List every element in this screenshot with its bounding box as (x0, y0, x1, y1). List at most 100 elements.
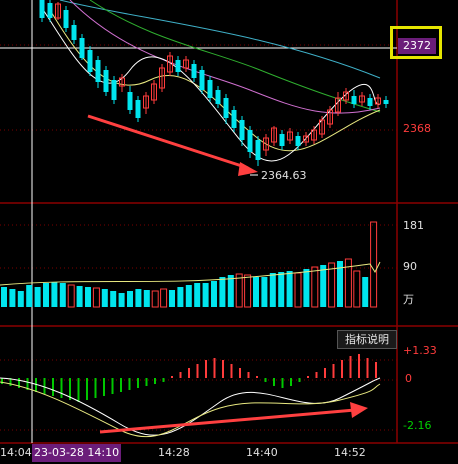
volume-bar-up (235, 273, 243, 308)
candle-body-down (103, 70, 109, 92)
volume-bar-down (303, 269, 310, 307)
candle-body-down (71, 25, 77, 40)
candle-body-up (143, 95, 149, 109)
price-highlight-box (390, 26, 442, 59)
current-price-tag: 2372 (398, 38, 436, 54)
volume-bar-down (269, 273, 276, 307)
volume-bar-up (244, 274, 252, 308)
candle-body-down (95, 60, 101, 82)
volume-bar-up (151, 290, 159, 308)
volume-bar-down (43, 283, 49, 307)
candle-body-down (63, 10, 69, 28)
volume-bar-down (261, 277, 268, 307)
downtrend-arrowhead (238, 162, 258, 176)
candle-body-down (255, 140, 261, 160)
candle-body-down (199, 70, 205, 90)
uptrend-arrow (99, 408, 356, 434)
annotation-arrows (87, 114, 368, 434)
candle-body-down (351, 96, 357, 104)
candle-body-down (127, 92, 133, 110)
volume-bar-down (202, 283, 209, 307)
volume-bar-down (26, 285, 33, 307)
time-label-start: 14:04 (0, 446, 32, 459)
volume-bar-down (17, 291, 24, 307)
candle-body-down (111, 80, 117, 100)
candle-body-up (375, 97, 381, 105)
candle-body-down (279, 134, 285, 146)
time-label-1452: 14:52 (334, 446, 366, 459)
volume-bars[interactable] (0, 221, 381, 308)
volume-bar-down (337, 261, 343, 307)
indicator-help-button[interactable]: 指标说明 (337, 330, 397, 349)
volume-bar-up (328, 262, 336, 308)
candle-body-down (87, 50, 93, 72)
candle-body-up (119, 77, 125, 87)
volume-bar-up (344, 258, 352, 308)
candle-body-up (335, 97, 341, 113)
macd-histogram[interactable] (0, 354, 381, 438)
volume-bar-down (185, 285, 192, 307)
macd-dea-line (0, 381, 381, 438)
candle-body-up (359, 95, 365, 103)
candle-body-up (151, 83, 157, 101)
candle-body-up (287, 131, 293, 141)
volume-bar-down (320, 265, 327, 307)
candle-body-down (175, 60, 181, 72)
volume-bar-down (101, 289, 108, 307)
candle-body-down (247, 130, 253, 152)
uptrend-arrowhead (350, 402, 368, 418)
volume-bar-down (253, 277, 259, 307)
volume-bar-down (286, 271, 293, 307)
macd-dif-line (0, 377, 381, 436)
volume-ma-line (0, 261, 381, 286)
candle-body-down (239, 120, 245, 140)
volume-bar-up (160, 288, 168, 308)
candlesticks[interactable] (39, 0, 389, 166)
candle-body-down (231, 110, 237, 128)
cursor-time-tag: 23-03-28 14:10 (32, 444, 122, 462)
volume-bar-up (353, 270, 361, 308)
volume-bar-down (118, 293, 125, 307)
volume-bar-down (143, 290, 150, 307)
volume-bar-down (211, 281, 217, 307)
volume-bar-down (362, 277, 369, 307)
volume-bar-down (1, 287, 7, 307)
candle-body-down (79, 38, 85, 58)
ma-line-20 (69, 0, 381, 114)
candle-body-up (319, 119, 325, 135)
volume-bar-down (76, 286, 83, 307)
volume-bar-down (278, 272, 285, 307)
volume-bar-down (59, 283, 66, 307)
indicator-min-label: -2.16 (403, 419, 432, 432)
volume-bar-down (9, 289, 16, 307)
candle-body-up (263, 137, 269, 151)
candle-body-down (295, 136, 301, 146)
candle-body-up (311, 129, 317, 141)
volume-max-label: 181 (403, 219, 424, 232)
volume-bar-up (294, 272, 302, 308)
candle-body-down (367, 98, 373, 106)
indicator-max-label: +1.33 (403, 344, 437, 357)
candle-body-up (167, 55, 173, 73)
candle-body-down (135, 100, 141, 118)
volume-bar-down (85, 287, 91, 307)
candle-body-up (343, 91, 349, 101)
downtrend-arrow (87, 114, 249, 170)
volume-bar-down (127, 291, 133, 307)
volume-bar-up (311, 266, 319, 308)
volume-bar-down (177, 287, 184, 307)
candle-body-up (271, 127, 277, 143)
candle-body-up (303, 135, 309, 143)
candle-body-down (383, 100, 389, 104)
volume-bar-down (227, 275, 234, 307)
volume-bar-up (67, 284, 75, 308)
time-label-1428: 14:28 (158, 446, 190, 459)
volume-bar-down (169, 290, 175, 307)
volume-bar-up (92, 287, 100, 308)
candle-body-down (215, 90, 221, 104)
volume-bar-up (370, 221, 378, 308)
volume-mid-label: 90 (403, 260, 417, 273)
candle-body-down (47, 3, 53, 18)
grid-lines (0, 0, 458, 444)
